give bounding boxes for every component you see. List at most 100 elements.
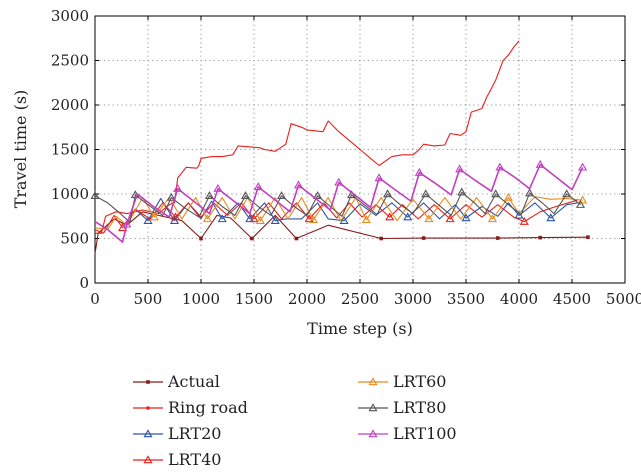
series-ring-road [95, 40, 520, 234]
legend-label: Ring road [168, 398, 248, 417]
x-tick-label: 2500 [341, 290, 379, 308]
data-point-lrt80 [277, 191, 287, 200]
y-tick-label: 500 [60, 230, 89, 248]
data-point-actual [199, 236, 203, 241]
y-axis-ticks: 0 500 1000 1500 2000 2500 3000 [51, 7, 625, 292]
data-point-actual [538, 235, 542, 240]
legend-item-lrt20: LRT20 [133, 424, 221, 443]
data-point-lrt80 [575, 199, 586, 208]
data-point-actual [496, 236, 500, 240]
series-line-lrt60 [94, 196, 583, 231]
data-point-lrt100 [455, 164, 465, 173]
legend-swatch-marker [368, 403, 378, 412]
legend-swatch-marker [368, 429, 378, 438]
data-point-lrt60 [503, 192, 513, 201]
data-point-actual [294, 236, 299, 241]
data-point-lrt100 [173, 183, 183, 192]
legend-item-lrt40: LRT40 [133, 450, 221, 469]
legend-item-actual: Actual [133, 372, 220, 391]
data-point-lrt80 [90, 191, 100, 200]
data-point-lrt100 [253, 182, 263, 191]
y-tick-label: 1500 [51, 141, 89, 159]
data-point-lrt20 [270, 215, 280, 224]
legend: Actual Ring road LRT20 LRT40 LRT60 LRT80 LRT10… [133, 372, 457, 469]
legend-swatch-marker [146, 406, 150, 410]
data-point-lrt60 [308, 215, 318, 224]
data-point-lrt60 [361, 215, 371, 224]
data-point-lrt100 [374, 173, 384, 182]
legend-label: LRT100 [393, 424, 457, 443]
data-point-lrt80 [383, 189, 393, 198]
y-axis-title: Travel time (s) [11, 90, 30, 209]
legend-item-lrt80: LRT80 [358, 398, 446, 417]
legend-label: LRT80 [393, 398, 446, 417]
data-point-actual [250, 236, 254, 241]
data-point-lrt80 [525, 188, 535, 197]
grid-lines [95, 16, 625, 283]
series-lrt80 [90, 187, 586, 224]
legend-label: Actual [167, 372, 220, 391]
x-tick-label: 4000 [500, 290, 538, 308]
data-point-lrt40 [519, 216, 529, 225]
x-tick-label: 1000 [182, 290, 220, 308]
x-tick-label: 500 [134, 290, 163, 308]
legend-label: LRT40 [168, 450, 221, 469]
legend-swatch-marker [146, 380, 150, 384]
series-lrt60 [94, 192, 588, 231]
data-point-lrt100 [213, 183, 223, 192]
x-axis-ticks: 0 500 1000 1500 2000 2500 3000 3500 4000 4500 5000 [90, 16, 641, 308]
y-tick-label: 2000 [51, 96, 89, 114]
legend-item-lrt60: LRT60 [358, 372, 446, 391]
data-point-lrt40 [385, 212, 395, 221]
x-axis-title: Time step (s) [307, 319, 413, 338]
data-point-lrt80 [457, 187, 467, 196]
series-line-lrt40 [94, 199, 578, 234]
series-layer [90, 40, 590, 254]
data-point-lrt40 [249, 214, 259, 223]
x-tick-label: 0 [90, 290, 100, 308]
series-line-lrt100 [94, 163, 584, 243]
data-point-lrt80 [491, 189, 501, 198]
x-tick-label: 1500 [235, 290, 273, 308]
legend-swatch-marker [143, 455, 153, 464]
legend-item-ring-road: Ring road [133, 398, 248, 417]
data-point-lrt80 [313, 191, 323, 200]
data-point-lrt100 [535, 159, 545, 168]
data-point-actual [379, 236, 383, 241]
data-point-lrt100 [414, 167, 424, 176]
data-point-lrt20 [546, 213, 556, 222]
data-point-lrt60 [255, 215, 265, 224]
data-point-lrt40 [171, 212, 181, 221]
series-line-actual [94, 211, 588, 254]
data-point-lrt60 [149, 212, 159, 221]
x-tick-label: 3500 [447, 290, 485, 308]
data-point-lrt60 [202, 214, 212, 223]
data-point-lrt100 [122, 219, 132, 228]
y-tick-label: 3000 [51, 7, 89, 25]
x-tick-label: 4500 [553, 290, 591, 308]
y-tick-label: 0 [79, 274, 89, 292]
data-point-lrt40 [304, 214, 314, 223]
data-point-lrt100 [578, 162, 588, 171]
series-lrt100 [94, 159, 588, 243]
data-point-lrt80 [204, 191, 215, 200]
x-tick-label: 3000 [394, 290, 432, 308]
data-point-lrt60 [424, 214, 434, 223]
data-point-lrt60 [578, 195, 588, 204]
series-lrt40 [94, 199, 578, 234]
data-point-lrt20 [339, 215, 349, 224]
data-point-lrt20 [245, 214, 255, 223]
data-point-lrt80 [562, 189, 572, 198]
x-tick-label: 2000 [288, 290, 326, 308]
data-point-lrt20 [403, 212, 413, 221]
y-tick-label: 2500 [51, 52, 89, 70]
data-point-lrt80 [240, 191, 251, 200]
data-point-lrt100 [293, 180, 304, 189]
legend-label: LRT60 [393, 372, 446, 391]
x-tick-label: 5000 [606, 290, 641, 308]
legend-swatch-marker [143, 429, 153, 438]
data-point-lrt20 [143, 215, 153, 224]
y-tick-label: 1000 [51, 185, 89, 203]
data-point-lrt40 [445, 214, 455, 223]
